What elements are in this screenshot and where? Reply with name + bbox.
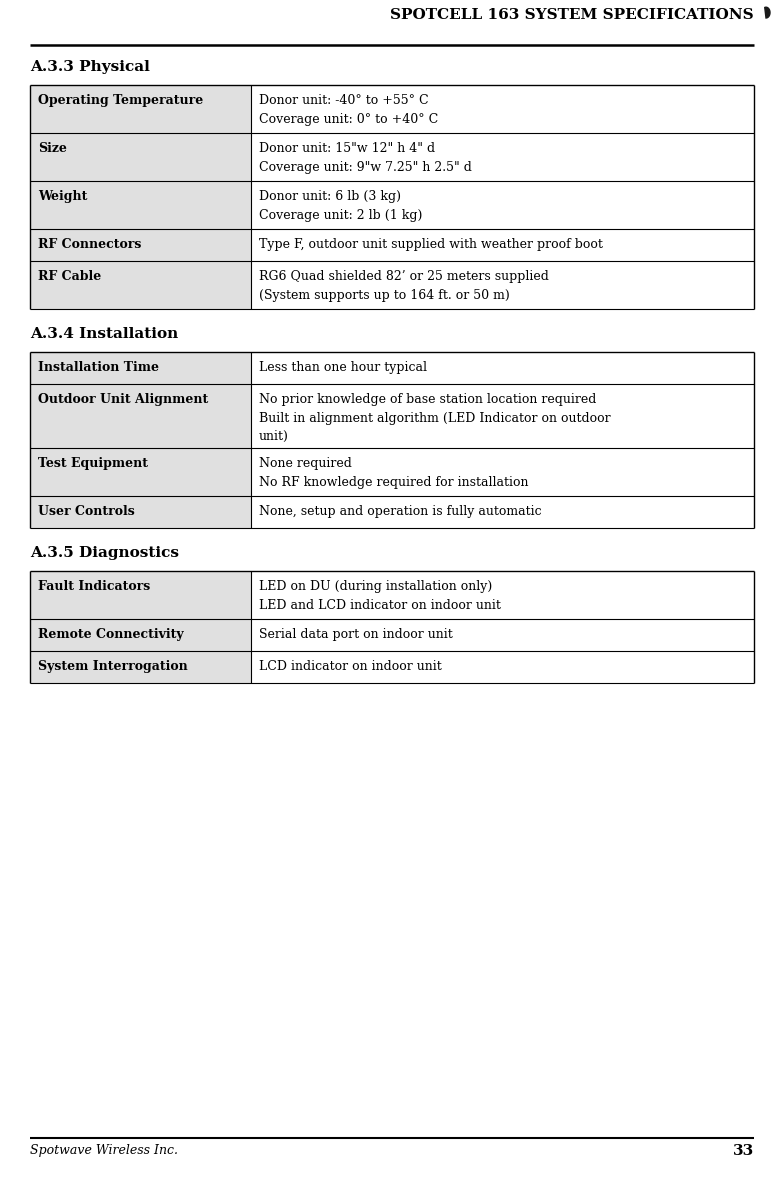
Text: Type F, outdoor unit supplied with weather proof boot: Type F, outdoor unit supplied with weath… — [259, 238, 603, 251]
Text: RF Cable: RF Cable — [38, 270, 101, 283]
Text: Outdoor Unit Alignment: Outdoor Unit Alignment — [38, 393, 209, 406]
Polygon shape — [764, 7, 770, 18]
Text: Installation Time: Installation Time — [38, 361, 159, 374]
Text: Weight: Weight — [38, 190, 87, 203]
Text: Donor unit: 6 lb (3 kg)
Coverage unit: 2 lb (1 kg): Donor unit: 6 lb (3 kg) Coverage unit: 2… — [259, 190, 423, 221]
Text: No prior knowledge of base station location required
Built in alignment algorith: No prior knowledge of base station locat… — [259, 393, 611, 442]
Text: None required
No RF knowledge required for installation: None required No RF knowledge required f… — [259, 457, 528, 489]
Bar — [30, 353, 251, 384]
Bar — [30, 132, 251, 181]
Text: Donor unit: -40° to +55° C
Coverage unit: 0° to +40° C: Donor unit: -40° to +55° C Coverage unit… — [259, 93, 438, 125]
Bar — [30, 261, 251, 309]
Text: None, setup and operation is fully automatic: None, setup and operation is fully autom… — [259, 505, 542, 518]
Bar — [30, 651, 251, 683]
Text: A.3.3 Physical: A.3.3 Physical — [30, 60, 150, 75]
Text: Less than one hour typical: Less than one hour typical — [259, 361, 426, 374]
Text: 33: 33 — [733, 1144, 754, 1158]
Text: RF Connectors: RF Connectors — [38, 238, 141, 251]
Text: Spotwave Wireless Inc.: Spotwave Wireless Inc. — [30, 1144, 178, 1157]
Bar — [30, 619, 251, 651]
Text: SPOTCELL 163 SYSTEM SPECIFICATIONS: SPOTCELL 163 SYSTEM SPECIFICATIONS — [390, 8, 754, 22]
Bar — [30, 181, 251, 230]
Text: A.3.4 Installation: A.3.4 Installation — [30, 327, 178, 341]
Text: Donor unit: 15"w 12" h 4" d
Coverage unit: 9"w 7.25" h 2.5" d: Donor unit: 15"w 12" h 4" d Coverage uni… — [259, 142, 472, 174]
Text: A.3.5 Diagnostics: A.3.5 Diagnostics — [30, 547, 179, 560]
Bar — [30, 384, 251, 448]
Text: Remote Connectivity: Remote Connectivity — [38, 628, 183, 641]
Text: Fault Indicators: Fault Indicators — [38, 580, 151, 593]
Text: Serial data port on indoor unit: Serial data port on indoor unit — [259, 628, 452, 641]
Bar — [30, 571, 251, 619]
Text: System Interrogation: System Interrogation — [38, 660, 187, 673]
Bar — [30, 496, 251, 528]
Text: RG6 Quad shielded 82’ or 25 meters supplied
(System supports up to 164 ft. or 50: RG6 Quad shielded 82’ or 25 meters suppl… — [259, 270, 549, 302]
Text: LCD indicator on indoor unit: LCD indicator on indoor unit — [259, 660, 441, 673]
Text: Operating Temperature: Operating Temperature — [38, 93, 203, 106]
Bar — [30, 85, 251, 132]
Text: LED on DU (during installation only)
LED and LCD indicator on indoor unit: LED on DU (during installation only) LED… — [259, 580, 501, 612]
Text: Size: Size — [38, 142, 67, 155]
Text: Test Equipment: Test Equipment — [38, 457, 148, 470]
Bar — [30, 230, 251, 261]
Text: User Controls: User Controls — [38, 505, 135, 518]
Bar — [30, 448, 251, 496]
